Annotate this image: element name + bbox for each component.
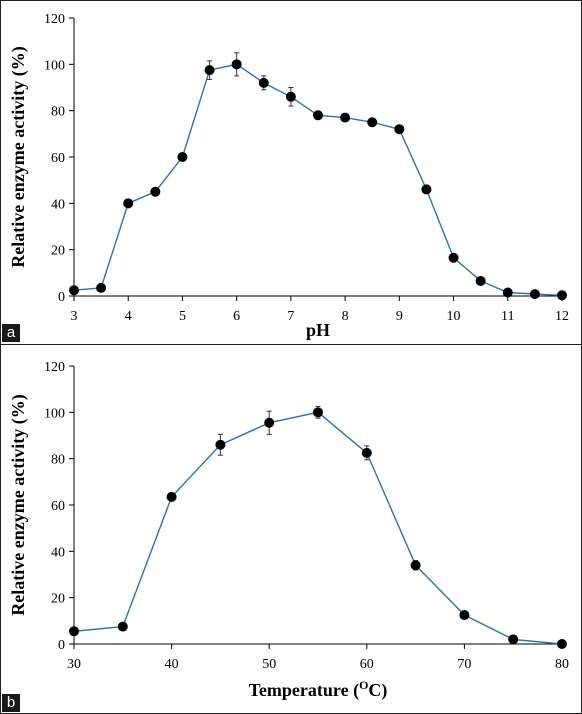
chart-a-data-point	[123, 198, 134, 209]
chart-a-x-axis-title: pH	[306, 320, 330, 340]
chart-a-data-point	[448, 252, 459, 263]
chart-a-x-tick-label: 4	[125, 309, 132, 324]
chart-b-data-point	[410, 560, 421, 571]
chart-b-data-point	[117, 621, 128, 632]
chart-a-data-point	[204, 65, 215, 76]
chart-a-y-tick-label: 20	[51, 244, 65, 259]
chart-a-y-tick-label: 60	[51, 151, 65, 166]
chart-b-y-axis-title: Relative enzyme activity (%)	[8, 394, 29, 615]
chart-a-data-point	[258, 77, 269, 88]
chart-b-y-tick-label: 100	[44, 406, 65, 421]
chart-b-data-point	[459, 610, 470, 621]
chart-b-y-tick-label: 40	[51, 545, 65, 560]
panel-label-b: b	[2, 694, 20, 712]
chart-a-x-tick-label: 12	[555, 309, 569, 324]
chart-b-x-axis-title: Temperature (OC)	[249, 678, 388, 701]
chart-b-data-point	[264, 417, 275, 428]
chart-a-data-point	[557, 290, 567, 301]
chart-b-data-point	[166, 491, 177, 502]
chart-b-series-line	[73, 411, 563, 645]
chart-a-data-point	[285, 91, 296, 102]
chart-b-data-point	[69, 626, 79, 637]
chart-a-data-point	[69, 285, 79, 296]
chart-a-data-point	[394, 124, 405, 135]
chart-a-data-point	[177, 152, 188, 162]
chart-b-data-point	[508, 634, 519, 645]
chart-a-x-tick-label: 9	[396, 309, 403, 324]
chart-a-data-point	[475, 275, 486, 286]
chart-b-data-point	[313, 407, 323, 418]
chart-ph: 0 20 40 60 80 100 120 3 4 5 6 7 8 9 10 11 12 Relative enz…	[8, 12, 569, 340]
chart-a-y-tick-label: 120	[44, 12, 65, 27]
chart-a-y-tick-label: 40	[51, 197, 65, 212]
chart-a-data-point	[231, 59, 242, 70]
chart-a-x-tick-label: 10	[447, 309, 461, 324]
chart-b-data-point	[215, 439, 226, 450]
chart-b-x-tick-label: 30	[67, 657, 81, 672]
chart-b-x-axis-title-superscript: O	[359, 678, 368, 692]
chart-a-x-tick-label: 8	[342, 309, 349, 324]
panel-divider	[0, 344, 582, 345]
chart-b-x-tick-label: 60	[360, 657, 374, 672]
chart-a-x-tick-label: 5	[179, 309, 186, 324]
chart-b-x-tick-label: 50	[262, 657, 276, 672]
chart-b-x-tick-label: 40	[165, 657, 179, 672]
chart-a-x-tick-label: 6	[233, 309, 240, 324]
chart-b-x-tick-label: 80	[555, 657, 569, 672]
chart-b-y-tick-label: 20	[51, 592, 65, 607]
chart-b-x-axis-title-suffix: C)	[368, 680, 387, 701]
chart-a-data-point	[150, 186, 161, 197]
chart-b-y-tick-label: 60	[51, 499, 65, 514]
chart-a-y-tick-label: 80	[51, 105, 65, 120]
chart-a-data-point	[367, 117, 378, 128]
chart-a-y-tick-label: 0	[58, 290, 65, 305]
panel-label-a: a	[2, 324, 20, 342]
chart-a-data-point	[313, 110, 323, 121]
chart-a-y-tick-label: 100	[44, 58, 65, 73]
chart-a-x-tick-label: 7	[287, 309, 294, 324]
chart-b-x-tick-label: 70	[457, 657, 471, 672]
chart-a-data-point	[529, 289, 540, 300]
chart-b-data-point	[361, 447, 372, 458]
chart-a-y-axis-title: Relative enzyme activity (%)	[8, 46, 29, 267]
chart-a-data-point	[96, 282, 107, 293]
chart-a-data-point	[421, 184, 432, 195]
chart-b-y-tick-label: 0	[58, 638, 65, 653]
chart-a-data-point	[502, 287, 513, 298]
chart-b-y-tick-label: 120	[44, 360, 65, 375]
chart-b-data-point	[557, 639, 567, 649]
chart-a-data-point	[340, 112, 351, 123]
chart-a-x-tick-label: 3	[71, 309, 78, 324]
chart-b-y-tick-label: 80	[51, 453, 65, 468]
chart-a-x-tick-label: 11	[501, 309, 514, 324]
